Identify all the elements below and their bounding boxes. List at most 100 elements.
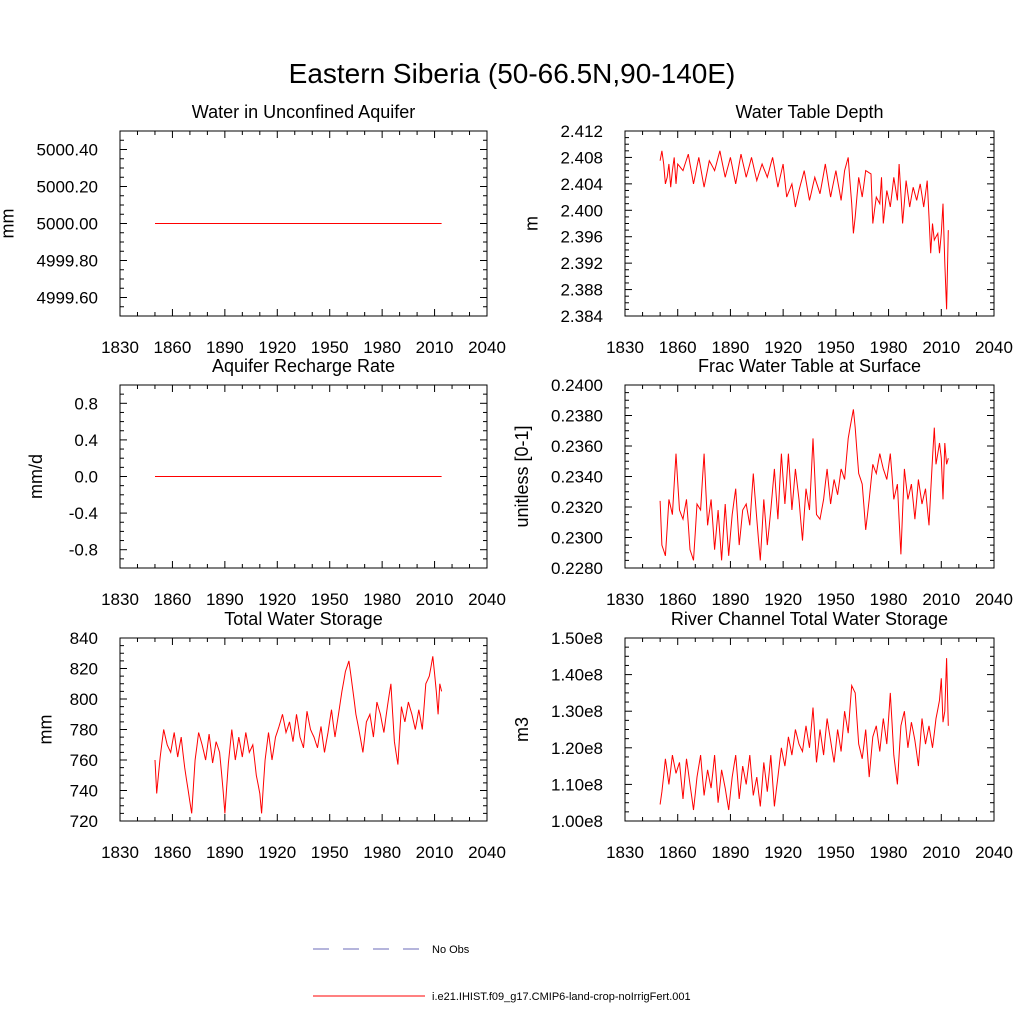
plot-frame (624, 637, 995, 822)
y-tick-label: 1.30e8 (551, 702, 603, 721)
panel-title: Aquifer Recharge Rate (212, 356, 395, 376)
legend-label-model-run: i.e21.IHIST.f09_g17.CMIP6-land-crop-noIr… (432, 991, 691, 1003)
y-tick-label: 1.00e8 (551, 812, 603, 831)
x-tick-label: 1830 (101, 338, 139, 357)
y-tick-label: 5000.40 (37, 141, 98, 160)
y-tick-label: 1.20e8 (551, 739, 603, 758)
x-tick-label: 1890 (712, 843, 750, 862)
x-tick-label: 1920 (764, 590, 802, 609)
x-tick-label: 1980 (870, 338, 908, 357)
x-tick-label: 1980 (870, 590, 908, 609)
x-tick-label: 1860 (659, 590, 697, 609)
x-tick-label: 1830 (101, 843, 139, 862)
panel-aquifer-recharge-rate: 1830 1860 1890 1920 1950 1980 2010 2040 -0.8 -0.4… (26, 356, 506, 609)
figure-title: Eastern Siberia (50-66.5N,90-140E) (289, 58, 736, 89)
x-tick-label: 2010 (416, 590, 454, 609)
y-tick-label: 0.2340 (551, 468, 603, 487)
legend-label-no-obs: No Obs (432, 944, 470, 956)
y-tick-label: 0.0 (74, 468, 98, 487)
y-tick-label: 0.2400 (551, 376, 603, 395)
panel-frac-water-table-at-surface: 1830 1860 1890 1920 1950 1980 2010 2040 0.2280 0.… (512, 356, 1013, 609)
panel-river-channel-total-water-storage: 1830 1860 1890 1920 1950 1980 2010 2040 1.00e8 1.… (512, 609, 1013, 862)
x-tick-label: 2040 (468, 338, 506, 357)
x-tick-label: 1950 (817, 843, 855, 862)
y-tick-label: 5000.20 (37, 178, 98, 197)
plot-frame (624, 384, 995, 569)
x-tick-label: 2010 (416, 843, 454, 862)
y-tick-label: 2.396 (560, 228, 603, 247)
y-tick-label: 2.384 (560, 307, 603, 326)
x-tick-label: 1950 (311, 843, 349, 862)
x-tick-label: 2010 (922, 338, 960, 357)
x-tick-label: 1890 (206, 338, 244, 357)
x-tick-label: 1830 (101, 590, 139, 609)
y-tick-label: 720 (70, 812, 98, 831)
plot-frame (624, 130, 995, 317)
panel-title: River Channel Total Water Storage (671, 609, 948, 629)
x-tick-label: 1980 (870, 843, 908, 862)
chart-panels: 1830 1860 1890 1920 1950 1980 2010 2040 4999.60 4… (0, 102, 1013, 862)
y-tick-label: 840 (70, 629, 98, 648)
y-tick-label: 1.10e8 (551, 775, 603, 794)
x-tick-label: 2040 (975, 338, 1013, 357)
y-axis-label: unitless [0-1] (512, 425, 532, 527)
x-tick-label: 1890 (206, 843, 244, 862)
panel-title: Total Water Storage (224, 609, 382, 629)
x-tick-label: 1860 (659, 843, 697, 862)
x-tick-label: 1860 (154, 590, 192, 609)
x-tick-label: 1980 (363, 590, 401, 609)
x-tick-label: 1920 (258, 843, 296, 862)
y-tick-label: 800 (70, 690, 98, 709)
x-tick-label: 1860 (154, 843, 192, 862)
y-axis-label: mm (36, 715, 56, 745)
y-tick-label: 0.2320 (551, 498, 603, 517)
y-tick-label: 2.392 (560, 254, 603, 273)
panel-title: Water in Unconfined Aquifer (192, 102, 415, 122)
panel-water-in-unconfined-aquifer: 1830 1860 1890 1920 1950 1980 2010 2040 4999.60 4… (0, 102, 506, 357)
x-tick-label: 1920 (764, 338, 802, 357)
y-tick-label: 760 (70, 751, 98, 770)
y-tick-label: 820 (70, 660, 98, 679)
y-tick-label: 0.2380 (551, 407, 603, 426)
panel-total-water-storage: 1830 1860 1890 1920 1950 1980 2010 2040 720 740 76… (36, 609, 506, 862)
y-tick-label: 780 (70, 721, 98, 740)
x-tick-label: 1950 (817, 590, 855, 609)
y-tick-label: 2.388 (560, 281, 603, 300)
series-line-water-table-depth (659, 150, 949, 310)
x-tick-label: 1950 (817, 338, 855, 357)
x-tick-label: 2040 (468, 843, 506, 862)
x-tick-label: 1830 (606, 590, 644, 609)
x-tick-label: 1950 (311, 338, 349, 357)
x-tick-label: 2040 (975, 590, 1013, 609)
plot-frame (119, 637, 488, 822)
x-tick-label: 2040 (975, 843, 1013, 862)
y-tick-label: 1.40e8 (551, 666, 603, 685)
x-tick-label: 2010 (922, 843, 960, 862)
y-tick-label: 4999.60 (37, 289, 98, 308)
y-tick-label: 0.2360 (551, 437, 603, 456)
x-tick-label: 1890 (712, 590, 750, 609)
x-tick-label: 1830 (606, 843, 644, 862)
x-tick-label: 2010 (416, 338, 454, 357)
panel-water-table-depth: 1830 1860 1890 1920 1950 1980 2010 2040 2.384 2.3… (522, 102, 1013, 357)
x-tick-label: 1950 (311, 590, 349, 609)
series-line-total-water-storage (154, 656, 443, 814)
y-tick-label: -0.4 (69, 504, 98, 523)
y-tick-label: 0.4 (74, 431, 98, 450)
y-tick-label: 0.2300 (551, 529, 603, 548)
x-tick-label: 1920 (258, 590, 296, 609)
y-tick-label: 0.2280 (551, 559, 603, 578)
x-tick-label: 1980 (363, 338, 401, 357)
x-tick-label: 1860 (659, 338, 697, 357)
y-axis-label: m3 (512, 717, 532, 742)
x-tick-label: 1980 (363, 843, 401, 862)
y-axis-label: m (522, 216, 542, 231)
y-tick-label: 4999.80 (37, 252, 98, 271)
x-tick-label: 1920 (764, 843, 802, 862)
series-line-frac-water-table-at-surface (659, 409, 949, 561)
legend: No Obs i.e21.IHIST.f09_g17.CMIP6-land-cr… (313, 944, 691, 1003)
y-tick-label: 2.400 (560, 201, 603, 220)
x-tick-label: 1920 (258, 338, 296, 357)
x-tick-label: 1890 (206, 590, 244, 609)
